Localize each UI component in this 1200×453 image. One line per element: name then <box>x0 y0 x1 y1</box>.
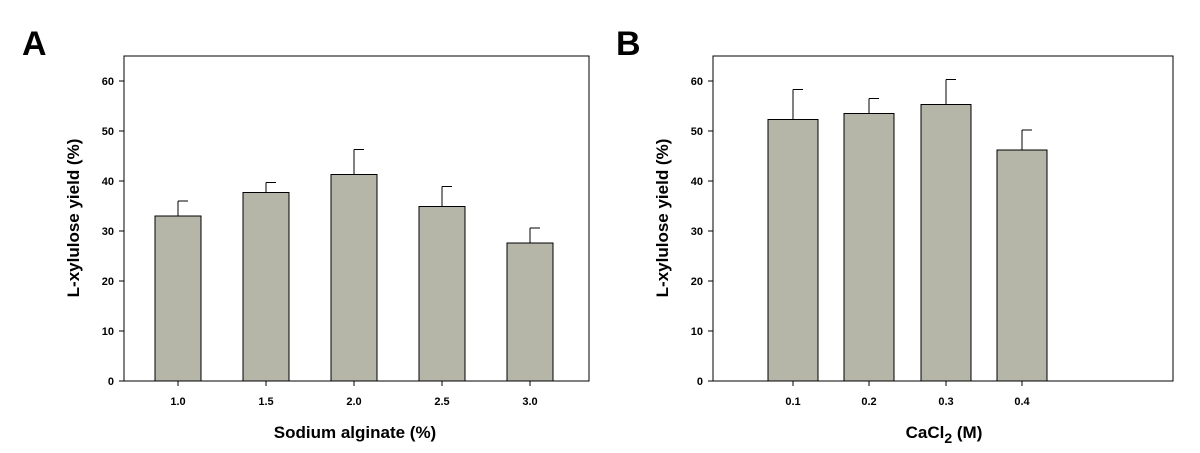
panel-a-y-axis-title: L-xylulose yield (%) <box>64 139 83 298</box>
panel-b-x-ticks: 0.1 0.2 0.3 0.4 <box>785 381 1031 408</box>
bar <box>843 113 895 382</box>
x-tick-label: 2.0 <box>346 396 361 408</box>
panel-b: B 0 10 20 30 40 50 60 0.1 0.2 0.3 0.4 CaCl2 (M) L… <box>616 25 1174 446</box>
bar <box>242 192 290 382</box>
y-tick-label: 40 <box>691 176 703 188</box>
x-tick-label: 3.0 <box>522 396 537 408</box>
y-tick-label: 30 <box>102 226 114 238</box>
x-tick-label: 0.3 <box>938 396 953 408</box>
x-tick-label: 0.1 <box>785 396 800 408</box>
panel-a-y-ticks: 0 10 20 30 40 50 60 <box>102 76 124 388</box>
y-tick-label: 30 <box>691 226 703 238</box>
x-tick-label: 1.0 <box>170 396 185 408</box>
panel-a: A 0 10 20 30 40 50 60 1.0 1.5 2.0 2.5 3.0 Sodium a… <box>22 25 590 442</box>
panel-b-x-axis-title: CaCl2 (M) <box>906 423 983 446</box>
panel-a-bars <box>154 149 554 382</box>
y-tick-label: 50 <box>102 126 114 138</box>
y-tick-label: 40 <box>102 176 114 188</box>
y-tick-label: 0 <box>108 376 114 388</box>
bar <box>330 174 378 382</box>
bar <box>767 119 819 382</box>
panel-b-x-axis-subscript: 2 <box>944 430 952 446</box>
panel-b-bars <box>767 79 1048 382</box>
y-tick-label: 60 <box>691 76 703 88</box>
bar <box>506 242 554 382</box>
y-tick-label: 10 <box>691 326 703 338</box>
panel-a-label: A <box>22 25 47 63</box>
bar <box>920 104 972 382</box>
x-tick-label: 0.2 <box>861 396 876 408</box>
y-tick-label: 0 <box>697 376 703 388</box>
panel-b-y-ticks: 0 10 20 30 40 50 60 <box>691 76 713 388</box>
y-tick-label: 10 <box>102 326 114 338</box>
panel-b-x-axis-unit: (M) <box>952 423 982 442</box>
y-tick-label: 20 <box>691 276 703 288</box>
bar <box>996 149 1048 382</box>
bar <box>154 215 202 382</box>
panel-a-x-ticks: 1.0 1.5 2.0 2.5 3.0 <box>170 381 538 408</box>
y-tick-label: 60 <box>102 76 114 88</box>
panel-a-x-axis-title: Sodium alginate (%) <box>274 423 436 442</box>
x-tick-label: 2.5 <box>434 396 449 408</box>
x-tick-label: 0.4 <box>1014 396 1030 408</box>
bar <box>418 206 466 382</box>
x-tick-label: 1.5 <box>258 396 273 408</box>
panel-b-y-axis-title: L-xylulose yield (%) <box>653 139 672 298</box>
y-tick-label: 20 <box>102 276 114 288</box>
panel-b-x-axis-main: CaCl <box>906 423 945 442</box>
panel-b-label: B <box>616 25 641 63</box>
y-tick-label: 50 <box>691 126 703 138</box>
